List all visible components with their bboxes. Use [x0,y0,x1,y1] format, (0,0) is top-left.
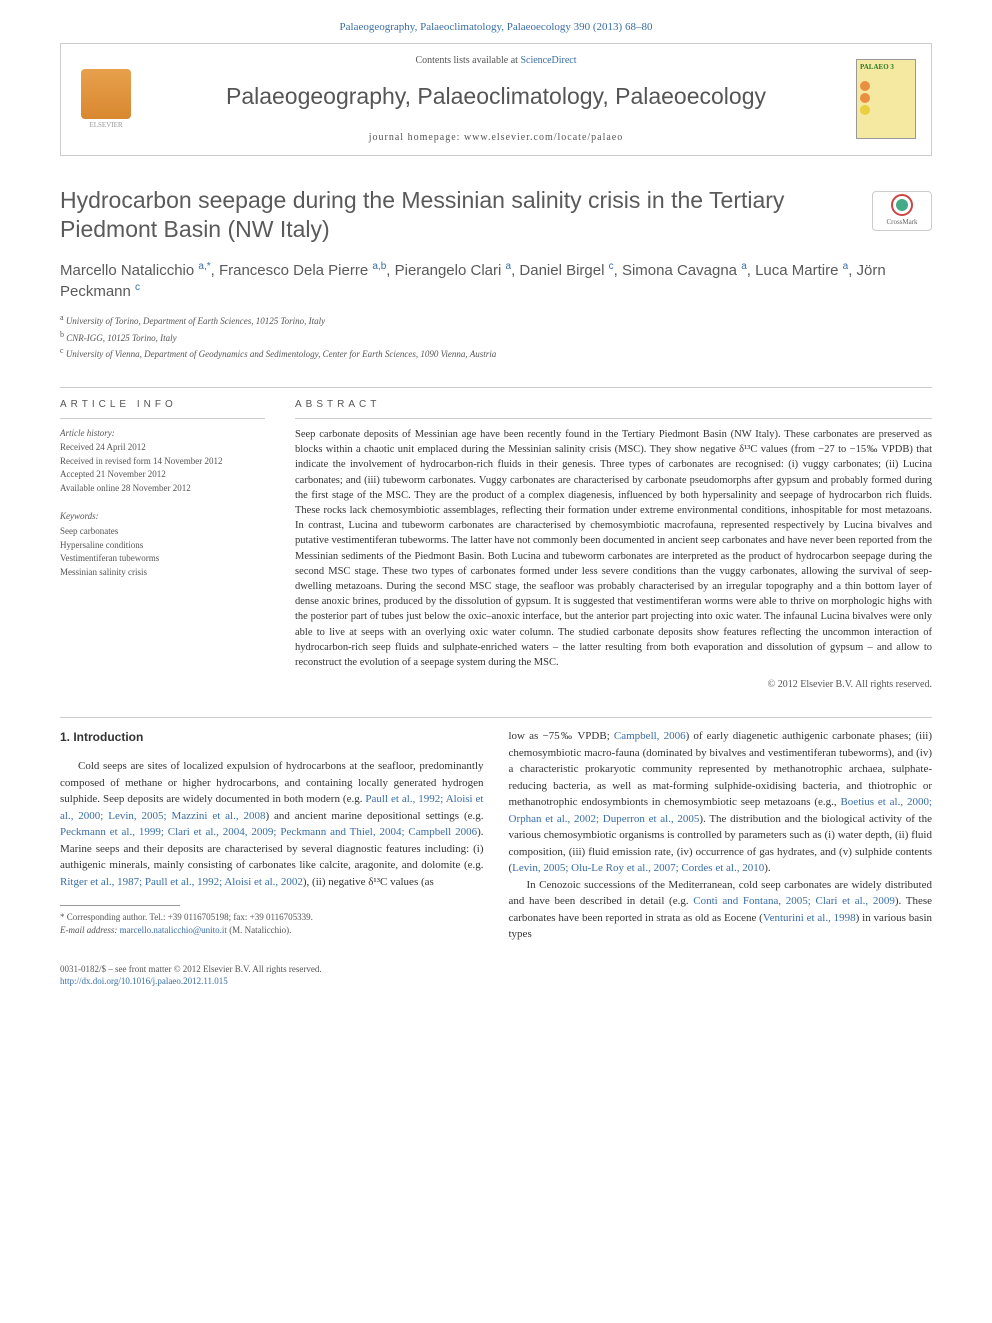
body-paragraph: In Cenozoic successions of the Mediterra… [509,877,933,943]
body-column-right: low as −75‰ VPDB; Campbell, 2006) of ear… [509,728,933,943]
dot-icon [860,81,870,91]
keywords-block: Keywords: Seep carbonatesHypersaline con… [60,510,265,579]
affiliation-line: a University of Torino, Department of Ea… [60,312,932,329]
section-heading-introduction: 1. Introduction [60,728,484,746]
keywords-label: Keywords: [60,510,265,523]
history-label: Article history: [60,427,265,440]
crossmark-label: CrossMark [886,218,917,228]
affiliation-line: b CNR-IGG, 10125 Torino, Italy [60,329,932,346]
article-info-column: article info Article history: Received 2… [60,398,265,693]
elsevier-label: ELSEVIER [89,121,122,131]
homepage-url[interactable]: www.elsevier.com/locate/palaeo [464,132,623,143]
email-label: E-mail address: [60,925,120,935]
sciencedirect-link[interactable]: ScienceDirect [520,55,576,66]
keyword-item: Hypersaline conditions [60,539,265,553]
journal-cover-thumbnail: PALAEO 3 [856,59,916,139]
abstract-text: Seep carbonate deposits of Messinian age… [295,427,932,671]
keyword-item: Seep carbonates [60,525,265,539]
info-abstract-row: article info Article history: Received 2… [60,398,932,693]
elsevier-logo: ELSEVIER [76,67,136,132]
history-item: Available online 28 November 2012 [60,482,265,496]
contents-line: Contents lists available at ScienceDirec… [151,54,841,68]
history-item: Received 24 April 2012 [60,441,265,455]
email-suffix: (M. Natalicchio). [227,925,291,935]
keyword-item: Messinian salinity crisis [60,566,265,580]
front-matter-line: 0031-0182/$ – see front matter © 2012 El… [60,963,932,976]
journal-title: Palaeogeography, Palaeoclimatology, Pala… [151,80,841,112]
body-columns: 1. Introduction Cold seeps are sites of … [60,728,932,943]
body-paragraph: Cold seeps are sites of localized expuls… [60,758,484,890]
article-header: CrossMark Hydrocarbon seepage during the… [60,186,932,362]
dot-icon [860,93,870,103]
cover-dots [860,81,912,115]
journal-homepage: journal homepage: www.elsevier.com/locat… [151,131,841,145]
email-link[interactable]: marcello.natalicchio@unito.it [120,925,227,935]
affiliations: a University of Torino, Department of Ea… [60,312,932,362]
corresponding-author-footnote: * Corresponding author. Tel.: +39 011670… [60,911,484,924]
doi-link[interactable]: http://dx.doi.org/10.1016/j.palaeo.2012.… [60,976,228,986]
divider [60,717,932,718]
contents-prefix: Contents lists available at [415,55,520,66]
body-column-left: 1. Introduction Cold seeps are sites of … [60,728,484,943]
keywords-list: Seep carbonatesHypersaline conditionsVes… [60,525,265,579]
dot-icon [860,105,870,115]
email-footnote: E-mail address: marcello.natalicchio@uni… [60,924,484,937]
crossmark-icon [891,194,913,216]
divider [60,387,932,388]
body-paragraph: low as −75‰ VPDB; Campbell, 2006) of ear… [509,728,933,877]
journal-citation-link[interactable]: Palaeogeography, Palaeoclimatology, Pala… [0,0,992,43]
elsevier-tree-icon [81,69,131,119]
journal-header-box: ELSEVIER Contents lists available at Sci… [60,43,932,155]
header-center: Contents lists available at ScienceDirec… [151,54,841,144]
history-item: Accepted 21 November 2012 [60,468,265,482]
crossmark-badge[interactable]: CrossMark [872,191,932,231]
affiliation-line: c University of Vienna, Department of Ge… [60,345,932,362]
article-info-label: article info [60,398,265,419]
homepage-prefix: journal homepage: [369,132,464,143]
article-title: Hydrocarbon seepage during the Messinian… [60,186,932,246]
history-item: Received in revised form 14 November 201… [60,455,265,469]
keyword-item: Vestimentiferan tubeworms [60,552,265,566]
cover-label: PALAEO 3 [860,63,912,73]
footnote-separator [60,905,180,906]
history-list: Received 24 April 2012Received in revise… [60,441,265,495]
abstract-copyright: © 2012 Elsevier B.V. All rights reserved… [295,678,932,692]
abstract-label: abstract [295,398,932,419]
bottom-bar: 0031-0182/$ – see front matter © 2012 El… [60,963,932,988]
authors-line: Marcello Natalicchio a,*, Francesco Dela… [60,260,932,302]
abstract-column: abstract Seep carbonate deposits of Mess… [295,398,932,693]
